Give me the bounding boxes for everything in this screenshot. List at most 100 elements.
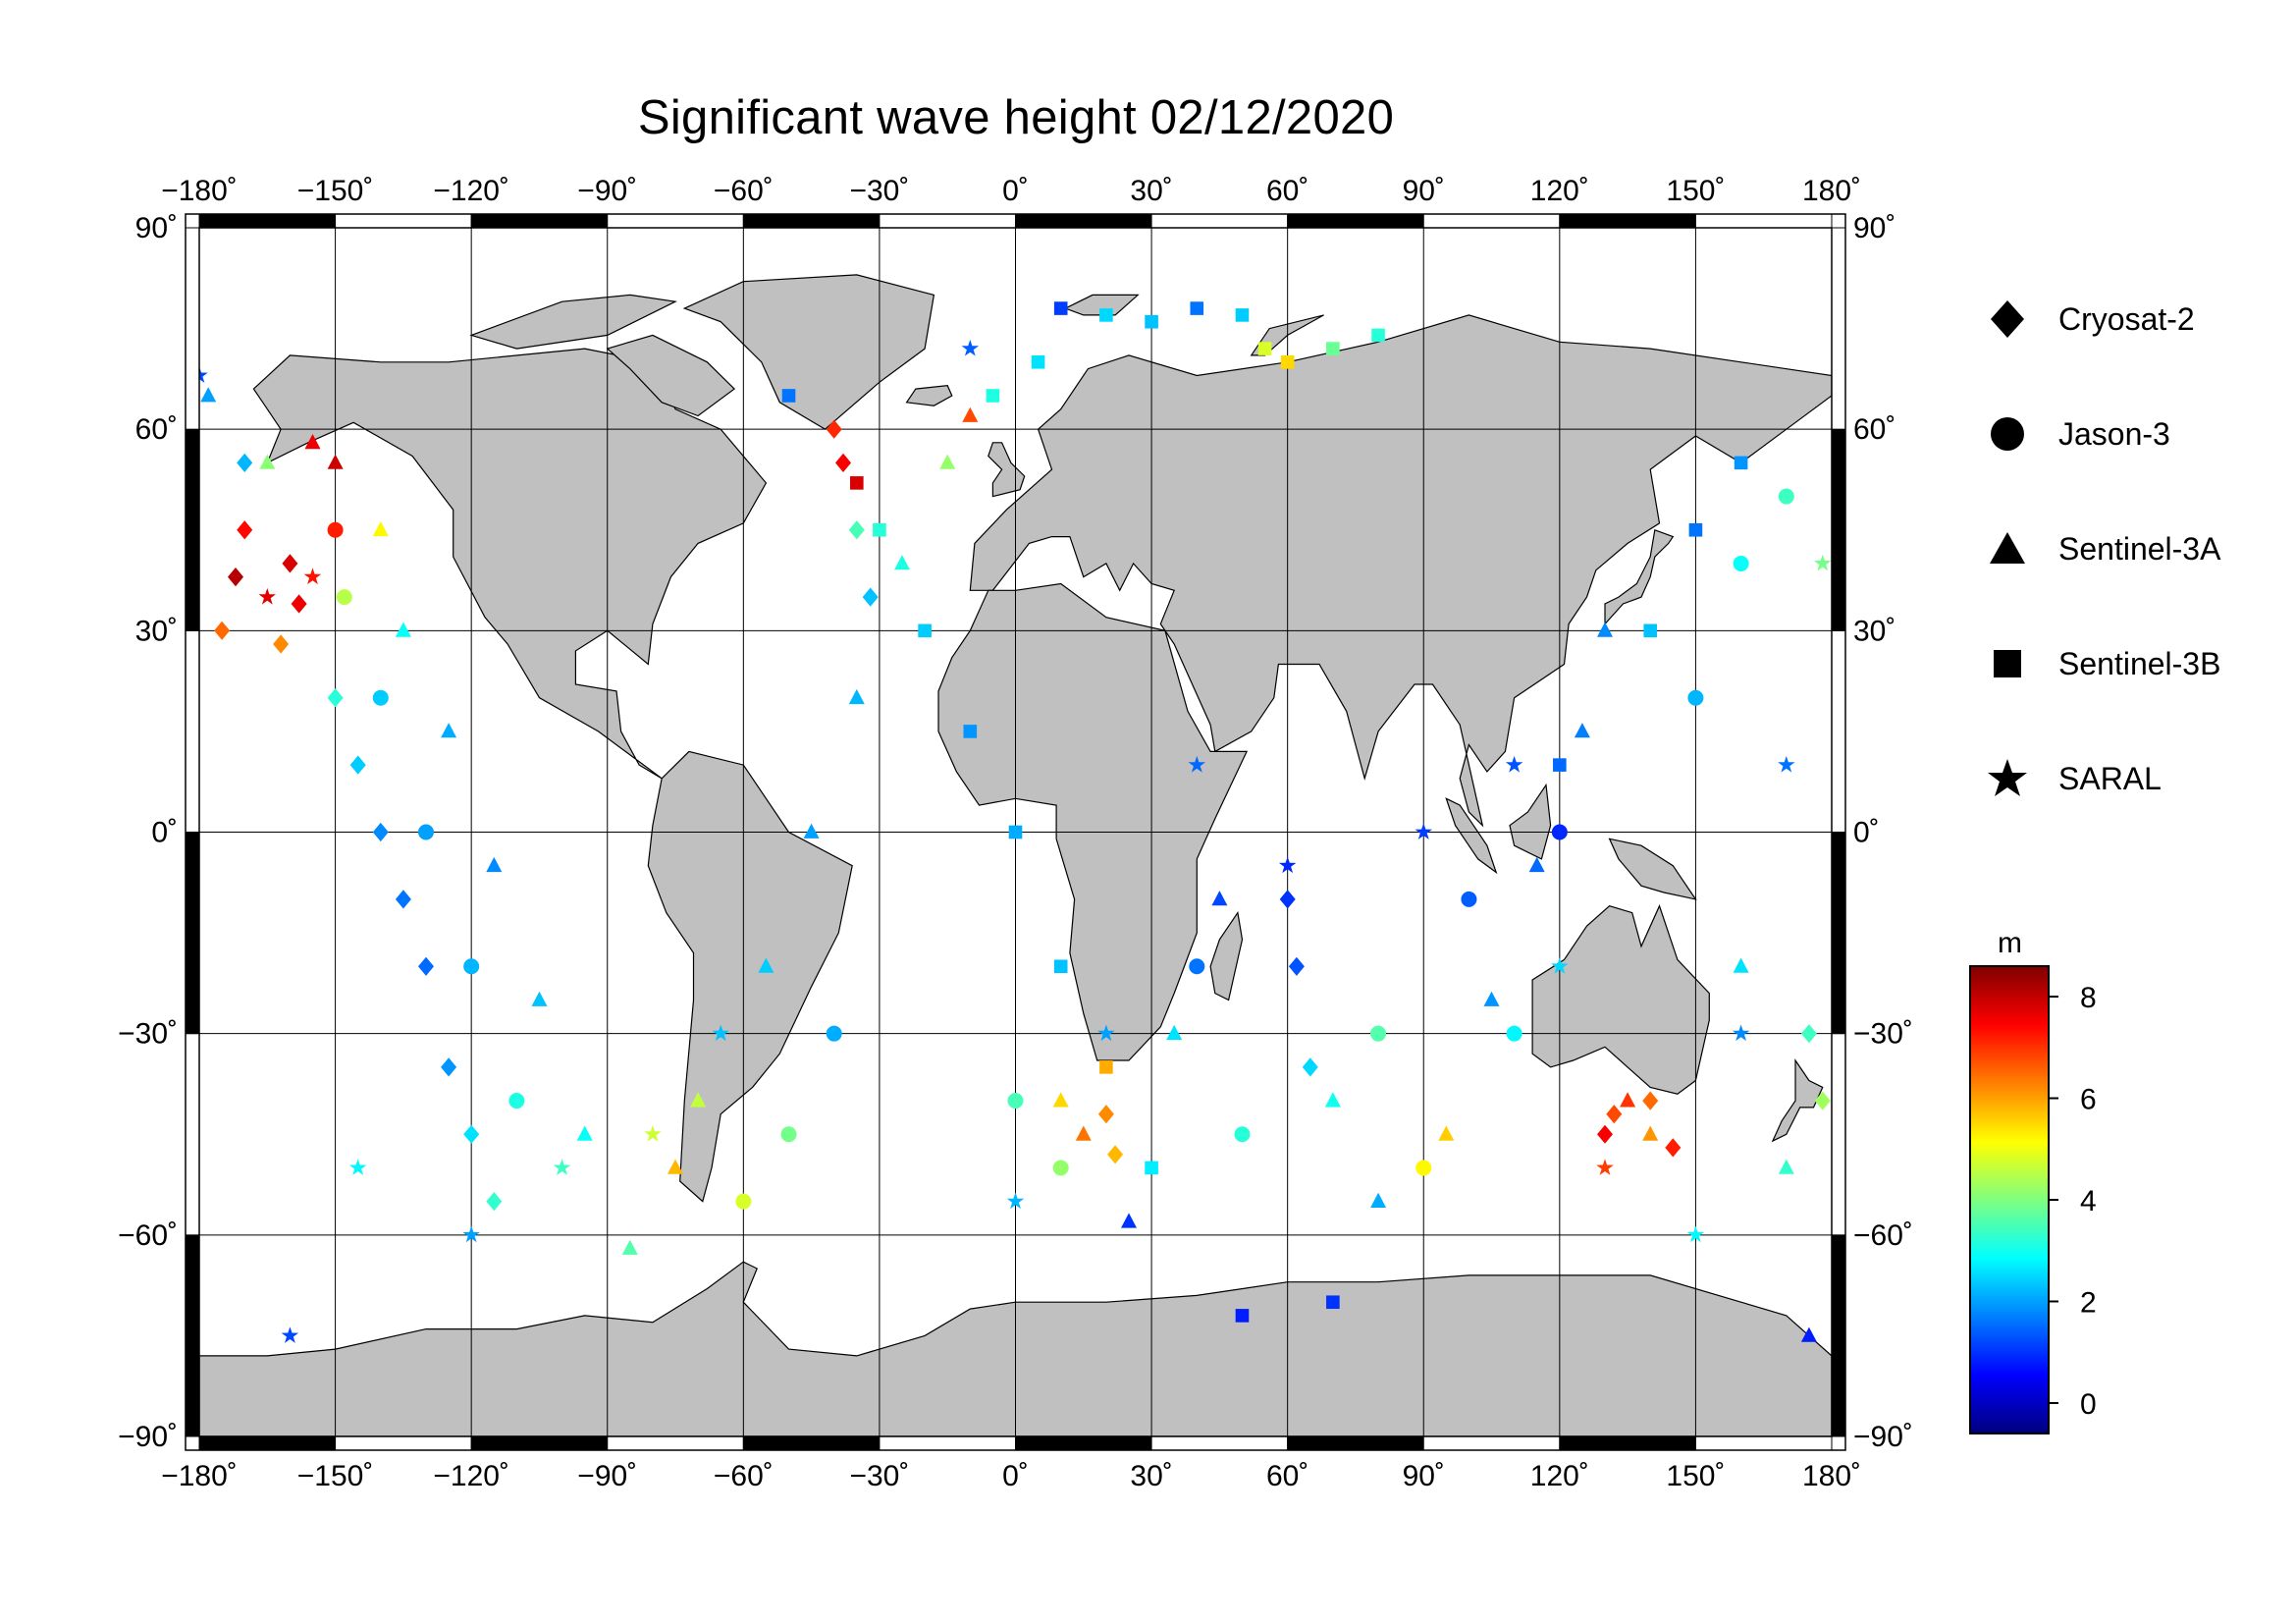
- data-point-triangle: [1483, 991, 1500, 1006]
- data-point-circle: [1733, 555, 1749, 571]
- data-point-square: [1553, 758, 1567, 772]
- frame-bar-bottom: [470, 1435, 609, 1451]
- legend-label: SARAL: [2058, 761, 2162, 796]
- data-point-diamond: [848, 520, 865, 540]
- landmass-svalbard: [1063, 294, 1140, 316]
- data-point-star: [303, 568, 322, 585]
- triangle-icon: [1990, 532, 2025, 564]
- data-point-triangle: [667, 1159, 683, 1174]
- x-tick-label-top: 120˚: [1530, 175, 1589, 207]
- frame-bar-top: [470, 213, 609, 229]
- data-point-circle: [508, 1093, 525, 1109]
- data-point-star: [644, 1125, 662, 1142]
- frame-bar-top: [198, 213, 337, 229]
- data-point-diamond: [1597, 1124, 1613, 1144]
- data-point-star: [553, 1159, 571, 1175]
- frame-bar-bottom: [1422, 1435, 1561, 1451]
- x-tick-label-top: 180˚: [1802, 175, 1861, 207]
- landmass-baffin-island: [606, 334, 736, 417]
- data-point-square: [1326, 342, 1340, 355]
- data-point-diamond: [273, 634, 290, 654]
- series-sentinel-3a: [200, 387, 1817, 1342]
- data-point-star: [1596, 1159, 1614, 1175]
- x-tick-label-bottom: −180˚: [161, 1460, 238, 1492]
- x-tick-label-bottom: 150˚: [1666, 1460, 1725, 1492]
- data-point-triangle: [1211, 891, 1228, 906]
- data-point-star: [1732, 1024, 1750, 1042]
- x-tick-label-bottom: −120˚: [433, 1460, 509, 1492]
- y-tick-label-right: 90˚: [1853, 212, 1896, 244]
- x-tick-label-bottom: 90˚: [1403, 1460, 1445, 1492]
- data-point-diamond: [237, 453, 253, 472]
- data-point-circle: [780, 1126, 797, 1143]
- data-point-square: [850, 476, 864, 490]
- legend-label: Jason-3: [2058, 416, 2170, 452]
- data-point-circle: [327, 521, 344, 538]
- data-point-diamond: [327, 688, 344, 708]
- landmass-japan: [1604, 528, 1675, 626]
- data-point-diamond: [1814, 1091, 1831, 1110]
- data-point-square: [918, 623, 932, 638]
- square-icon: [1994, 650, 2021, 677]
- data-point-triangle: [803, 823, 820, 839]
- frame-bar-left: [185, 1234, 200, 1437]
- y-tick-label-right: 60˚: [1853, 413, 1896, 446]
- y-tick-label-right: 0˚: [1853, 817, 1880, 849]
- frame-bar-right: [1831, 1033, 1846, 1236]
- frame-bar-right: [1831, 629, 1846, 833]
- data-point-square: [1053, 301, 1068, 315]
- data-point-triangle: [939, 454, 956, 469]
- data-point-square: [1008, 825, 1023, 839]
- legend-label: Sentinel-3A: [2058, 531, 2221, 567]
- data-point-circle: [1052, 1160, 1069, 1176]
- data-point-triangle: [962, 406, 979, 422]
- frame-bar-right: [1831, 832, 1846, 1035]
- data-point-circle: [1234, 1126, 1251, 1143]
- frame-bar-top: [1559, 213, 1696, 229]
- frame-bar-bottom: [335, 1435, 472, 1451]
- y-tick-label-right: −90˚: [1853, 1421, 1913, 1453]
- colorbar-tick-label: 6: [2080, 1084, 2097, 1116]
- data-point-square: [1053, 959, 1068, 974]
- legend-item-sentinel-3b: Sentinel-3B: [1983, 639, 2277, 688]
- x-tick-label-top: 60˚: [1266, 175, 1308, 207]
- data-point-diamond: [418, 956, 434, 976]
- data-point-triangle: [758, 957, 774, 973]
- y-tick-label-left: 60˚: [135, 413, 178, 446]
- landmass-madagascar: [1209, 911, 1244, 1001]
- series-sentinel-3b: [781, 301, 1748, 1323]
- data-point-circle: [463, 958, 480, 975]
- colorbar-tick-label: 4: [2080, 1185, 2097, 1217]
- y-tick-label-left: −60˚: [118, 1219, 178, 1252]
- data-point-circle: [1370, 1025, 1387, 1042]
- legend-item-sentinel-3a: Sentinel-3A: [1983, 524, 2277, 573]
- data-point-circle: [1415, 1160, 1432, 1176]
- data-point-square: [1326, 1295, 1340, 1310]
- data-point-square: [1643, 623, 1658, 638]
- data-point-star: [1505, 755, 1523, 773]
- y-tick-label-right: −60˚: [1853, 1219, 1913, 1252]
- frame-bar-right: [1831, 1234, 1846, 1437]
- data-point-square: [986, 389, 1000, 403]
- y-tick-label-left: 30˚: [135, 615, 178, 647]
- data-point-diamond: [1606, 1105, 1623, 1124]
- data-point-triangle: [1370, 1192, 1387, 1208]
- data-point-triangle: [1597, 622, 1613, 637]
- data-point-diamond: [486, 1192, 503, 1212]
- legend-item-cryosat-2: Cryosat-2: [1983, 295, 2277, 344]
- map-frame: [185, 213, 1846, 1451]
- x-tick-label-top: 150˚: [1666, 175, 1725, 207]
- x-tick-label-bottom: 120˚: [1530, 1460, 1589, 1492]
- data-point-circle: [336, 589, 352, 606]
- data-point-star: [1814, 554, 1832, 571]
- legend-label: Sentinel-3B: [2058, 646, 2221, 681]
- map-border: [198, 227, 1833, 1437]
- frame-bar-top: [335, 213, 472, 229]
- map-outer-border: [185, 213, 1846, 1451]
- data-point-star: [1278, 856, 1297, 874]
- x-tick-label-top: −90˚: [577, 175, 637, 207]
- frame-bar-bottom: [1559, 1435, 1696, 1451]
- data-point-diamond: [1800, 1024, 1817, 1044]
